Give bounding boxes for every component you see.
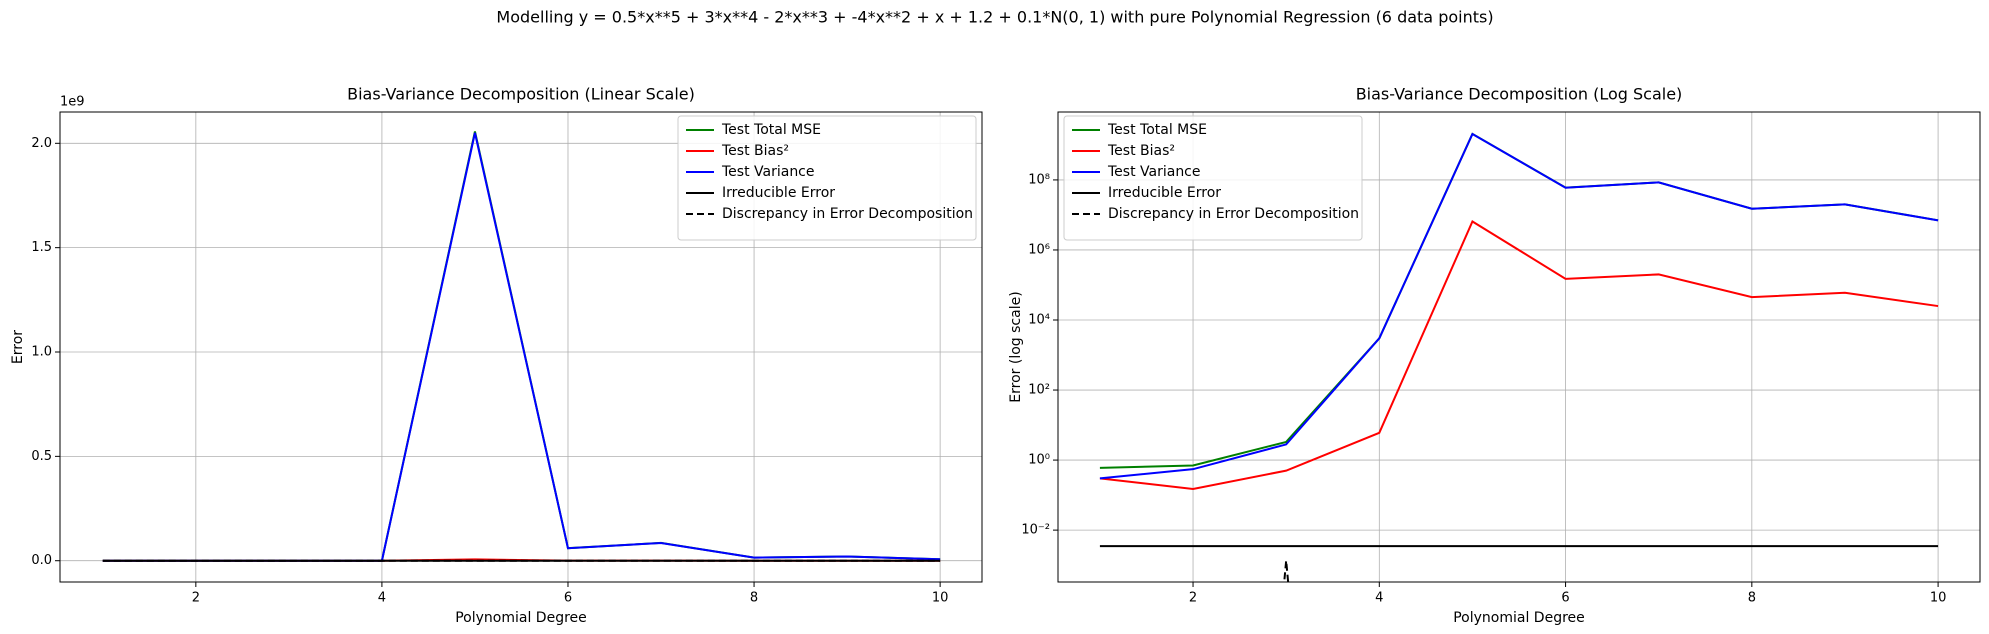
figure-title: Modelling y = 0.5*x**5 + 3*x**4 - 2*x**3… — [496, 8, 1493, 27]
legend-label: Test Total MSE — [1107, 122, 1207, 138]
legend-label: Test Variance — [1107, 164, 1201, 180]
x-tick-label: 6 — [1561, 591, 1569, 606]
y-tick-label: 1.5 — [31, 240, 52, 255]
axes-frame — [59, 111, 983, 583]
legend-label: Irreducible Error — [722, 185, 835, 201]
series-line — [1099, 220, 1939, 490]
x-tick-label: 8 — [1748, 591, 1756, 606]
x-axis-label: Polynomial Degree — [455, 610, 587, 626]
y-tick-label: 0.0 — [31, 553, 52, 568]
axes-frame — [1057, 111, 1981, 583]
y-tick-label: 2.0 — [31, 136, 52, 151]
legend-label: Irreducible Error — [1108, 185, 1221, 201]
legend-box — [1063, 115, 1363, 241]
y-tick-label: 10² — [1028, 383, 1050, 398]
y-tick-label: 10⁻² — [1021, 523, 1050, 538]
x-axis-label: Polynomial Degree — [1453, 610, 1585, 626]
axes-title: Bias-Variance Decomposition (Linear Scal… — [347, 85, 695, 104]
x-tick-label: 4 — [1375, 591, 1383, 606]
legend-label: Test Bias² — [1107, 143, 1175, 159]
offset-label: 1e9 — [60, 95, 85, 110]
x-tick-label: 8 — [750, 591, 758, 606]
x-tick-label: 2 — [192, 591, 200, 606]
y-tick-label: 1.0 — [31, 345, 52, 360]
series-line — [1099, 132, 1939, 480]
y-tick-label: 10⁶ — [1028, 242, 1050, 257]
axes-title: Bias-Variance Decomposition (Log Scale) — [1356, 85, 1683, 104]
x-tick-label: 6 — [564, 591, 572, 606]
legend-label: Test Total MSE — [721, 122, 821, 138]
legend-label: Test Variance — [721, 164, 815, 180]
y-tick-label: 10⁰ — [1028, 453, 1050, 468]
plot-area — [1099, 132, 1939, 582]
legend-label: Discrepancy in Error Decomposition — [1108, 206, 1359, 222]
legend-label: Discrepancy in Error Decomposition — [722, 206, 973, 222]
y-axis-label: Error (log scale) — [1008, 291, 1024, 402]
x-tick-label: 10 — [1930, 591, 1947, 606]
x-tick-label: 10 — [932, 591, 949, 606]
legend-box — [677, 115, 977, 241]
y-tick-label: 10⁴ — [1028, 313, 1050, 328]
x-tick-label: 4 — [378, 591, 386, 606]
legend-label: Test Bias² — [721, 143, 789, 159]
y-tick-label: 10⁸ — [1028, 172, 1050, 187]
plot-area — [102, 131, 941, 562]
y-tick-label: 0.5 — [31, 449, 52, 464]
y-axis-label: Error — [10, 330, 26, 364]
x-tick-label: 2 — [1189, 591, 1197, 606]
